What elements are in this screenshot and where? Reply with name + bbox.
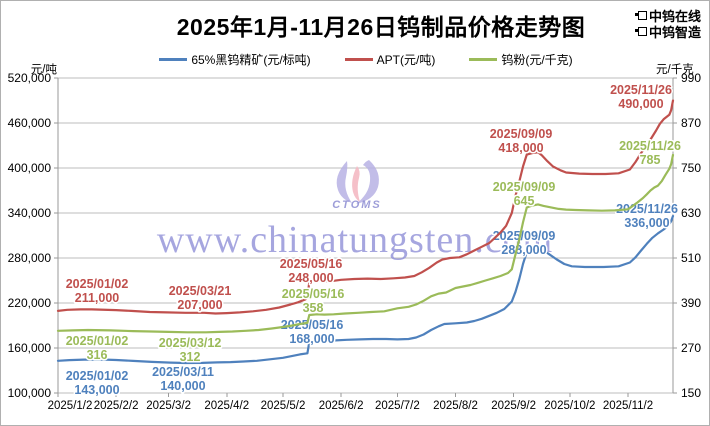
tungsten-powder-annotation-value: 316 bbox=[87, 348, 108, 362]
black-tungsten-concentrate-annotation-date: 2025/03/11 bbox=[152, 365, 214, 379]
left-axis-tick-label: 160,000 bbox=[8, 341, 52, 355]
apt-annotation-date: 2025/03/21 bbox=[169, 284, 232, 298]
left-axis-tick-label: 280,000 bbox=[8, 251, 52, 265]
price-line-apt bbox=[56, 99, 675, 315]
legend-swatch-apt bbox=[344, 58, 373, 61]
brand-online-label: 中钨在线 bbox=[648, 9, 701, 24]
tungsten-powder-annotation-date: 2025/03/12 bbox=[159, 336, 222, 350]
black-tungsten-concentrate-annotation-value: 168,000 bbox=[289, 332, 334, 346]
left-axis-unit: 元/吨 bbox=[30, 64, 57, 76]
x-axis-tick-label: 2025/2/2 bbox=[94, 400, 139, 412]
x-axis-tick-label: 2025/5/2 bbox=[261, 400, 306, 412]
right-axis-tick-label: 150 bbox=[681, 386, 701, 400]
right-axis-tick-label: 510 bbox=[681, 251, 701, 265]
left-axis-tick-label: 520,000 bbox=[8, 71, 52, 85]
price-line-black-tungsten-concentrate bbox=[56, 214, 675, 365]
zhongwu-smart-logo-icon bbox=[634, 27, 647, 36]
brand-line-online: 中钨在线 bbox=[634, 9, 701, 25]
right-axis-tick-label: 990 bbox=[681, 71, 701, 85]
left-axis-tick-label: 340,000 bbox=[8, 206, 52, 220]
tungsten-powder-annotation-date: 2025/09/09 bbox=[493, 180, 556, 194]
tungsten-powder-annotation-date: 2025/11/26 bbox=[619, 139, 681, 153]
legend-label-apt: APT(元/吨) bbox=[376, 53, 436, 67]
x-axis-tick-label: 2025/9/2 bbox=[491, 400, 536, 412]
x-axis-tick-label: 2025/7/2 bbox=[375, 400, 420, 412]
tungsten-powder-annotation-date: 2025/01/02 bbox=[66, 334, 129, 348]
apt-annotation-date: 2025/11/26 bbox=[610, 83, 672, 97]
legend-swatch-concentrate bbox=[159, 58, 188, 61]
apt-annotation-value: 207,000 bbox=[177, 298, 222, 312]
right-axis-tick-label: 630 bbox=[681, 206, 701, 220]
tungsten-powder-annotation-value: 645 bbox=[514, 194, 535, 208]
x-axis-tick-label: 2025/10/2 bbox=[544, 400, 595, 412]
apt-annotation-date: 2025/01/02 bbox=[66, 277, 129, 291]
brand-block: 中钨在线 中钨智造 bbox=[634, 9, 701, 41]
apt-annotation-date: 2025/09/09 bbox=[490, 127, 553, 141]
legend-item-powder: 钨粉(元/千克) bbox=[469, 51, 573, 68]
apt-annotation-date: 2025/05/16 bbox=[280, 257, 343, 271]
right-axis-tick-label: 750 bbox=[681, 161, 701, 175]
tungsten-powder-annotation-value: 358 bbox=[303, 301, 324, 315]
right-axis-tick-label: 390 bbox=[681, 296, 701, 310]
tungsten-powder-annotation-value: 312 bbox=[180, 350, 201, 364]
brand-line-smart: 中钨智造 bbox=[634, 25, 701, 41]
right-axis-unit: 元/千克 bbox=[656, 64, 694, 76]
left-axis-tick-label: 100,000 bbox=[8, 386, 52, 400]
black-tungsten-concentrate-annotation-value: 336,000 bbox=[624, 216, 669, 230]
right-axis-tick-label: 270 bbox=[681, 341, 701, 355]
x-axis-tick-label: 2025/3/2 bbox=[146, 400, 191, 412]
black-tungsten-concentrate-annotation-value: 143,000 bbox=[74, 383, 119, 397]
x-axis-tick-label: 2025/6/2 bbox=[319, 400, 364, 412]
legend-swatch-powder bbox=[469, 58, 498, 61]
left-axis-tick-label: 220,000 bbox=[8, 296, 52, 310]
apt-annotation-value: 490,000 bbox=[618, 97, 663, 111]
legend-label-concentrate: 65%黑钨精矿(元/标吨) bbox=[191, 53, 311, 67]
black-tungsten-concentrate-annotation-date: 2025/05/16 bbox=[281, 318, 344, 332]
x-axis-tick-label: 2025/8/2 bbox=[433, 400, 478, 412]
x-axis-tick-label: 2025/4/2 bbox=[204, 400, 249, 412]
legend-label-powder: 钨粉(元/千克) bbox=[501, 53, 573, 67]
black-tungsten-concentrate-annotation-value: 288,000 bbox=[501, 243, 546, 257]
left-axis-tick-label: 460,000 bbox=[8, 116, 52, 130]
x-axis-tick-label: 2025/1/2 bbox=[48, 400, 93, 412]
black-tungsten-concentrate-annotation-date: 2025/09/09 bbox=[493, 229, 556, 243]
apt-annotation-value: 248,000 bbox=[288, 271, 333, 285]
tungsten-powder-annotation-date: 2025/05/16 bbox=[282, 287, 345, 301]
apt-annotation-value: 211,000 bbox=[75, 291, 120, 305]
tungsten-powder-annotation-value: 785 bbox=[640, 153, 661, 167]
chart-title: 2025年1月-11月26日钨制品价格走势图 bbox=[176, 14, 586, 40]
apt-annotation-value: 418,000 bbox=[498, 141, 543, 155]
black-tungsten-concentrate-annotation-date: 2025/01/02 bbox=[66, 369, 129, 383]
brand-smart-label: 中钨智造 bbox=[648, 25, 701, 40]
right-axis-tick-label: 870 bbox=[681, 116, 701, 130]
black-tungsten-concentrate-annotation-value: 140,000 bbox=[160, 379, 205, 393]
legend-item-apt: APT(元/吨) bbox=[344, 51, 436, 68]
left-axis-tick-label: 400,000 bbox=[8, 161, 52, 175]
x-axis-tick-label: 2025/11/2 bbox=[603, 400, 653, 412]
zhongwu-online-logo-icon bbox=[634, 11, 647, 20]
chart-legend: 65%黑钨精矿(元/标吨) APT(元/吨) 钨粉(元/千克) bbox=[0, 51, 710, 68]
price-line-tungsten-powder bbox=[56, 153, 675, 334]
legend-item-concentrate: 65%黑钨精矿(元/标吨) bbox=[159, 51, 311, 68]
